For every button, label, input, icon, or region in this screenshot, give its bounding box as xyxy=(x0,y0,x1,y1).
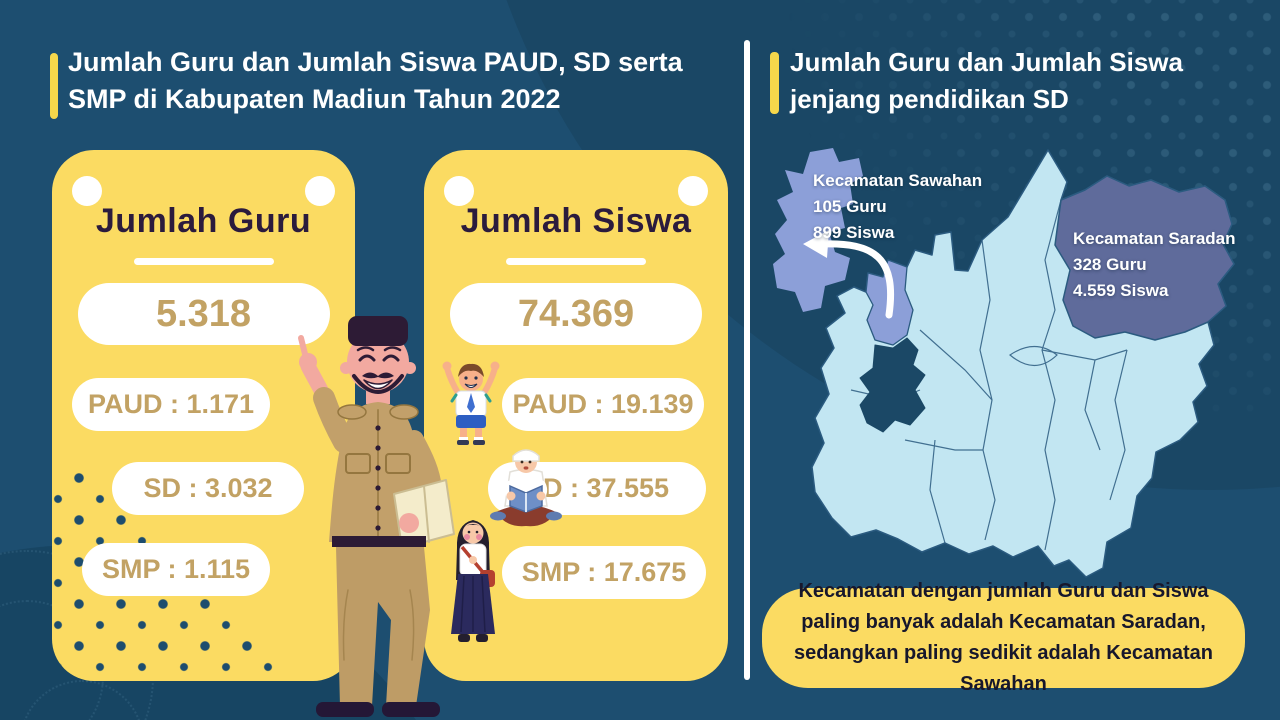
section-divider xyxy=(744,40,750,680)
card-title-underline xyxy=(506,258,646,265)
title-accent-bar xyxy=(770,52,779,114)
title-accent-bar xyxy=(50,53,58,119)
right-section-title: Jumlah Guru dan Jumlah Siswa jenjang pen… xyxy=(790,47,1183,114)
siswa-total-value: 74.369 xyxy=(450,283,702,345)
sawahan-name: Kecamatan Sawahan xyxy=(813,171,983,190)
card-title-underline xyxy=(133,258,274,265)
guru-smp-value: SMP : 1.115 xyxy=(82,543,270,596)
siswa-card-title: Jumlah Siswa xyxy=(460,202,692,240)
card-hole-decoration xyxy=(305,176,335,206)
reading-boy-illustration xyxy=(490,449,562,527)
card-hole-decoration xyxy=(72,176,102,206)
map-sawahan-inset xyxy=(773,148,863,312)
map-enclave xyxy=(859,337,926,433)
madiun-regency-map xyxy=(773,148,1235,578)
schoolgirl-illustration xyxy=(451,520,495,642)
card-hole-decoration xyxy=(678,176,708,206)
siswa-smp-value: SMP : 17.675 xyxy=(502,546,706,599)
saradan-label: Kecamatan Saradan 328 Guru 4.559 Siswa xyxy=(1073,226,1236,304)
siswa-paud-value: PAUD : 19.139 xyxy=(502,378,704,431)
guru-sd-value: SD : 3.032 xyxy=(112,462,304,515)
sawahan-siswa: 899 Siswa xyxy=(813,223,895,242)
guru-card: Jumlah Guru 5.318 PAUD : 1.171 SD : 3.03… xyxy=(52,150,355,681)
map-region-saradan xyxy=(1054,175,1235,341)
sawahan-label: Kecamatan Sawahan 105 Guru 899 Siswa xyxy=(813,168,982,246)
guru-paud-value: PAUD : 1.171 xyxy=(72,378,270,431)
sawahan-guru: 105 Guru xyxy=(813,197,887,216)
cheering-boy-illustration xyxy=(442,361,500,445)
card-hole-decoration xyxy=(444,176,474,206)
saradan-siswa: 4.559 Siswa xyxy=(1073,281,1169,300)
summary-note-text: Kecamatan dengan jumlah Guru dan Siswa p… xyxy=(793,580,1214,695)
guru-card-title: Jumlah Guru xyxy=(95,202,312,240)
guru-total-value: 5.318 xyxy=(77,283,330,345)
saradan-guru: 328 Guru xyxy=(1073,255,1147,274)
saradan-name: Kecamatan Saradan xyxy=(1073,229,1236,248)
teacher-illustration xyxy=(298,316,455,717)
left-section-title: Jumlah Guru dan Jumlah Siswa PAUD, SD se… xyxy=(68,47,683,115)
siswa-card: Jumlah Siswa 74.369 PAUD : 19.139 SD : 3… xyxy=(424,150,728,681)
arrow-to-inset xyxy=(803,230,894,319)
summary-note: Kecamatan dengan jumlah Guru dan Siswa p… xyxy=(762,580,1245,695)
